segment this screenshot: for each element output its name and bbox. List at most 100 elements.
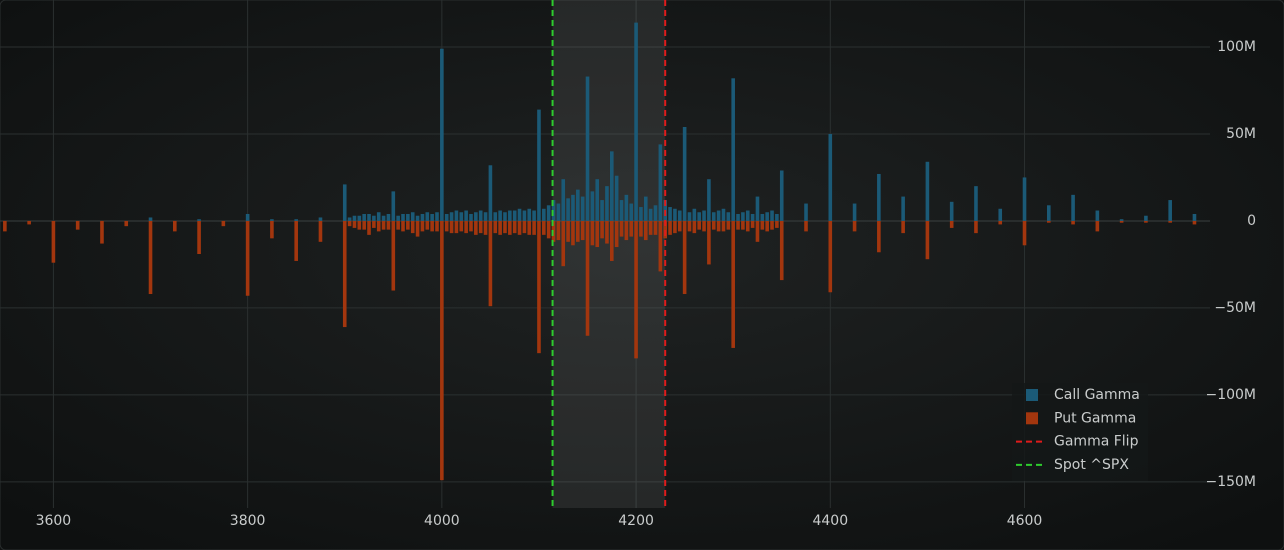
bar [459,212,464,221]
bar [415,215,420,221]
bar [629,220,634,237]
bar [444,220,449,232]
bar [391,220,396,291]
bar [532,220,536,235]
bar [852,220,857,232]
bar [663,220,668,239]
bar [478,210,483,221]
bar [731,220,735,348]
bar [386,213,391,221]
bar [27,220,31,225]
bar [294,220,298,261]
bar [576,189,580,221]
bar [571,220,575,246]
bar [508,220,512,235]
bar [721,220,726,232]
range-band [552,0,666,508]
bar [590,220,595,246]
bar [546,220,551,239]
bar [624,220,629,241]
bar [750,213,755,221]
bar [51,220,56,263]
bar [478,220,483,234]
bar [877,173,881,221]
bar [566,198,570,221]
bar [697,220,701,230]
bar [512,210,517,221]
bar [464,220,468,234]
bar [901,220,905,234]
bar [401,213,405,221]
bar [779,220,784,281]
bar [775,220,779,228]
bar [469,220,473,232]
bar [542,208,546,221]
bar [687,220,692,232]
bar [828,133,833,221]
legend-swatch [1026,412,1038,425]
bar [294,219,298,221]
bar [483,212,488,221]
bar [1144,220,1148,223]
bar [512,220,517,234]
bar [624,194,629,221]
legend-label: Spot ^SPX [1054,457,1129,473]
bar [804,203,808,221]
x-tick-label: 4400 [812,513,848,529]
bar [877,220,881,253]
bar [100,220,104,244]
bar [342,220,347,328]
y-tick-label: 0 [1247,213,1256,229]
bar [775,213,779,221]
bar [974,220,978,234]
bar [760,213,765,221]
bar [639,207,643,221]
bar [653,205,658,221]
bar [677,210,682,221]
bar [537,220,541,354]
bar [673,220,677,234]
bar [508,210,512,221]
bar [648,208,653,221]
bar [381,220,386,230]
bar [1168,200,1172,221]
bar [998,220,1003,225]
bar [474,220,478,235]
bar [148,217,153,221]
bar [600,220,604,239]
bar [556,220,561,241]
bar [503,212,507,221]
y-tick-label: −100M [1205,387,1256,403]
bar [648,220,653,235]
bar [595,220,600,248]
bar [716,220,721,232]
bar [406,220,410,230]
bar [707,220,711,265]
bar [576,220,580,242]
bar [449,212,454,221]
legend-label: Put Gamma [1054,410,1136,426]
x-tick-label: 3600 [36,513,72,529]
bar [172,220,177,232]
bar [619,220,624,237]
bar [542,220,546,235]
legend-label: Call Gamma [1054,387,1140,403]
bar [197,220,201,254]
y-tick-label: −50M [1214,300,1256,316]
bar [503,220,507,234]
bar [580,220,585,241]
bar [828,220,833,293]
legend-swatch [1026,389,1038,401]
bar [474,212,478,221]
bar [745,220,750,232]
bar [687,212,692,221]
bar [396,215,400,221]
bar [702,220,706,232]
bar [974,186,978,221]
x-tick-label: 4200 [618,513,654,529]
y-tick-label: 100M [1217,39,1256,55]
bar [537,109,541,221]
bar [901,196,905,221]
bar [493,220,498,234]
bar [124,220,129,227]
